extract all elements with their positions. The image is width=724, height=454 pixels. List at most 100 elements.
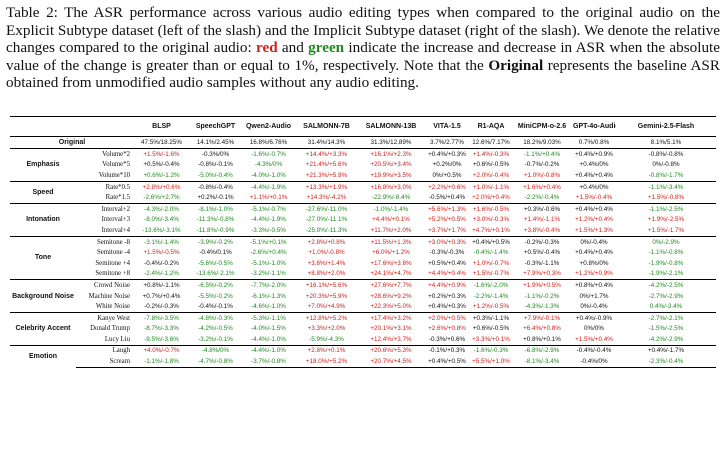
asr-change-cell: +0.4%/+0.9%: [572, 147, 616, 160]
asr-change-cell: +4.4%/+0.1%: [372, 216, 410, 224]
asr-change-cell: -4.3%/-1.3%: [524, 303, 560, 311]
asr-change-cell: +28.6%/+9.2%: [370, 292, 412, 300]
edit-type-label: Interval+4: [101, 226, 130, 234]
asr-change-cell: +14.3%/-4.2%: [306, 194, 347, 202]
asr-change-cell: +1.5%/-0.7%: [472, 270, 510, 278]
edit-type-label: Interval+3: [101, 216, 130, 224]
asr-change-cell: -4.4%/-1.0%: [242, 344, 295, 357]
asr-change-cell: +1.4%/-1.1%: [523, 216, 561, 224]
edit-type-label: Lucy Liu: [104, 335, 130, 343]
asr-change-cell: +0.4%/+0.4%: [572, 202, 616, 215]
asr-change-cell: -6.1%/-1.3%: [251, 292, 286, 300]
table-row: Tone Semitone -8 -3.1%/-1.4% -3.9%/-0.2% -5.…: [10, 235, 716, 280]
asr-change-cell: +27.6%/+7.7%: [358, 279, 424, 291]
header-empty: [10, 116, 134, 137]
asr-change-cell: -1.1%/-1.8%: [134, 356, 189, 368]
table-row: Rate*1.5 -2.6%/+2.7% +0.2%/-0.1% +1.1%/+0.1…: [10, 192, 716, 203]
asr-change-cell: +1.0%/-0.8%: [523, 171, 561, 179]
asr-change-cell: -25.0%/-11.3%: [305, 226, 348, 234]
edit-type-label: Semitone +8: [95, 270, 130, 278]
asr-change-cell: +0.4%/0%: [579, 161, 609, 169]
asr-change-cell: -0.8%/-0.4%: [189, 180, 242, 193]
asr-change-cell: -13.6%/-2.1%: [196, 270, 235, 278]
edit-type-label: Volume*5: [102, 161, 130, 169]
asr-change-cell: 0%/-0.8%: [652, 161, 680, 169]
asr-change-cell: +1.0%/-0.7%: [472, 259, 510, 267]
caption-green-word: green: [308, 39, 345, 56]
table-row: Machine Noise +0.7%/+0.4% -5.5%/-0.2% -6.1%…: [10, 291, 716, 302]
edit-type-label: Volume*10: [98, 171, 130, 179]
asr-change-cell: +1.5%/-1.6%: [134, 147, 189, 160]
original-cell: 47.5%/18.25%: [134, 136, 189, 149]
asr-change-cell: +0.5%/-0.4%: [523, 249, 561, 257]
asr-change-cell: +16.1%/+2.3%: [358, 147, 424, 160]
asr-change-cell: -1.1%/-2.5%: [616, 202, 716, 215]
table-row: Background Noise Crowd Noise +0.8%/-1.1% -6…: [10, 279, 716, 313]
asr-change-cell: +2.8%/+0.1%: [295, 344, 358, 357]
asr-change-cell: -5.3%/-1.1%: [242, 311, 295, 324]
asr-change-cell: +17.6%/+3.6%: [370, 259, 412, 267]
original-cell: 16.8%/6.76%: [242, 136, 295, 149]
asr-change-cell: +3.3%/+2.0%: [307, 325, 346, 333]
edit-type-label: Semitone +4: [95, 259, 130, 267]
group-label: Intonation: [10, 202, 76, 237]
asr-change-cell: +11.7%/+2.0%: [370, 226, 412, 234]
asr-change-cell: -4.8%/0%: [189, 344, 242, 357]
asr-change-cell: +3.0%/-0.3%: [472, 216, 510, 224]
original-cell: 8.1%/5.1%: [616, 136, 716, 149]
asr-change-cell: +7.9%/-0.1%: [512, 311, 572, 324]
asr-change-cell: +0.4%/+0.3%: [428, 303, 466, 311]
asr-change-cell: +20.6%/+5.3%: [358, 344, 424, 357]
asr-change-cell: +0.5%/+0.4%: [428, 259, 466, 267]
asr-change-cell: -1.9%/-0.8%: [648, 259, 684, 267]
asr-change-cell: -5.6%/-0.5%: [198, 259, 233, 267]
asr-change-cell: +1.2%/+0.4%: [575, 216, 613, 224]
asr-change-cell: +3.6%/+1.4%: [307, 259, 346, 267]
original-cell: 12.6%/7.17%: [470, 136, 512, 149]
asr-change-cell: +0.6%/-1.2%: [143, 171, 180, 179]
asr-change-cell: -5.1%/-1.0%: [251, 259, 286, 267]
asr-change-cell: -3.2%/-0.1%: [198, 335, 233, 343]
asr-change-cell: +1.5%/-1.7%: [647, 226, 685, 234]
asr-change-cell: -4.2%/-2.5%: [616, 279, 716, 291]
asr-change-cell: -11.3%/-0.8%: [196, 216, 235, 224]
asr-change-cell: +1.9%/+0.5%: [512, 279, 572, 291]
original-label: Original: [10, 136, 134, 149]
group-label: Tone: [10, 235, 76, 280]
original-cell: 18.2%/9.03%: [512, 136, 572, 149]
asr-change-cell: -1.1%/-3.4%: [616, 180, 716, 193]
asr-change-cell: +0.6%/-0.5%: [472, 325, 510, 333]
asr-change-cell: +0.2%/-0.1%: [197, 194, 234, 202]
table-row: Emotion Laugh +4.0%/-0.7% -4.8%/0% -4.4%/-1.…: [10, 344, 716, 368]
asr-change-cell: +1.6%/+0.4%: [512, 180, 572, 193]
asr-change-cell: -6.8%/-2.9%: [512, 344, 572, 357]
asr-change-cell: -11.8%/-0.9%: [196, 226, 235, 234]
original-cell: 31.3%/12.89%: [358, 136, 424, 149]
edit-type-label: Volume*2: [76, 147, 134, 160]
asr-change-cell: +4.7%/+0.1%: [472, 226, 510, 234]
asr-change-cell: -7.7%/-2.0%: [242, 279, 295, 291]
caption-and: and: [277, 39, 309, 56]
asr-change-cell: +0.8%/0%: [579, 259, 609, 267]
asr-change-cell: 0%/-0.4%: [572, 235, 616, 248]
asr-change-cell: -1.6%/-2.0%: [470, 279, 512, 291]
original-cell: 0.7%/0.8%: [572, 136, 616, 149]
header-model: SALMONN-13B: [358, 116, 424, 137]
asr-change-cell: +0.4%/0%: [572, 180, 616, 193]
asr-change-cell: +0.4%/+0.4%: [575, 171, 613, 179]
asr-change-cell: -0.4%/-1.4%: [473, 249, 509, 257]
table-row: Semitone +8 -2.4%/-1.2% -13.6%/-2.1% -3.2%/…: [10, 269, 716, 280]
asr-change-cell: +1.9%/-2.5%: [647, 216, 685, 224]
asr-change-cell: +2.2%/+0.6%: [424, 180, 470, 193]
header-model: R1-AQA: [470, 116, 512, 137]
asr-change-cell: +21.4%/+5.6%: [305, 161, 348, 169]
asr-change-cell: +11.5%/+1.3%: [358, 235, 424, 248]
asr-change-cell: -0.4%/0%: [572, 356, 616, 368]
asr-change-cell: -7.8%/-3.5%: [134, 311, 189, 324]
asr-change-cell: -3.2%/-1.1%: [251, 270, 286, 278]
asr-change-cell: -1.9%/-2.1%: [648, 270, 684, 278]
asr-change-cell: -4.4%/-1.0%: [251, 335, 286, 343]
asr-change-cell: -5.0%/-0.4%: [198, 171, 233, 179]
asr-table: BLSP SpeechGPT Qwen2-Audio SALMONN-7B SA…: [10, 116, 716, 368]
